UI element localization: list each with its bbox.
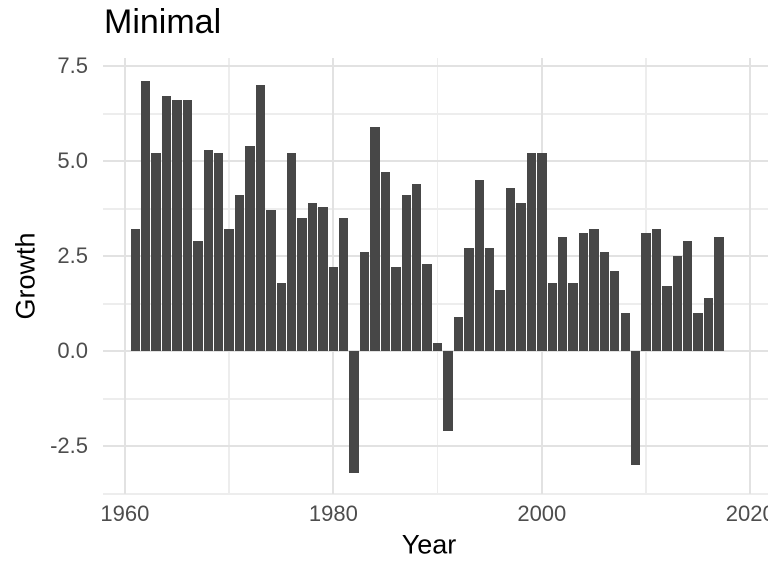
bar-1980 bbox=[328, 267, 339, 352]
gridline-y-minor bbox=[103, 398, 768, 400]
bar-2017 bbox=[714, 237, 724, 352]
y-tick-label: 7.5 bbox=[57, 52, 88, 78]
x-tick-label: 2000 bbox=[517, 501, 567, 526]
bar-1973 bbox=[255, 84, 266, 352]
bar-2001 bbox=[547, 282, 557, 352]
bar-1984 bbox=[370, 126, 380, 352]
bar-1993 bbox=[464, 248, 474, 352]
bar-2008 bbox=[620, 313, 630, 352]
gridline-y-major bbox=[103, 64, 768, 67]
bar-1992 bbox=[453, 316, 464, 352]
x-tick-label: 2020 bbox=[725, 501, 768, 526]
bar-1994 bbox=[474, 180, 484, 352]
bar-2010 bbox=[641, 233, 651, 352]
gridline-y-minor bbox=[103, 208, 768, 210]
bar-2002 bbox=[557, 237, 568, 352]
gridline-y-minor bbox=[103, 493, 768, 495]
bar-2013 bbox=[672, 256, 682, 352]
gridline-y-minor bbox=[103, 112, 768, 115]
gridline-y-minor bbox=[103, 303, 768, 305]
bar-1990 bbox=[432, 343, 443, 352]
gridline-y-major bbox=[103, 160, 768, 162]
bar-1986 bbox=[391, 267, 401, 352]
bar-2003 bbox=[568, 282, 578, 352]
bar-1963 bbox=[151, 153, 161, 352]
bar-1968 bbox=[203, 149, 213, 352]
y-tick-label: 2.5 bbox=[57, 243, 88, 269]
bar-1981 bbox=[339, 218, 349, 352]
bar-1979 bbox=[318, 206, 328, 352]
chart-title: Minimal bbox=[104, 3, 222, 41]
bar-1974 bbox=[266, 210, 276, 352]
bar-1982 bbox=[349, 351, 359, 473]
x-tick-label: 1960 bbox=[100, 501, 150, 526]
bar-1995 bbox=[485, 248, 495, 352]
bar-2004 bbox=[578, 233, 589, 352]
y-tick-label: 5.0 bbox=[57, 148, 88, 173]
x-tick-label: 1980 bbox=[308, 501, 358, 526]
bar-1988 bbox=[412, 183, 422, 352]
bar-1964 bbox=[161, 96, 172, 352]
bar-2016 bbox=[703, 297, 714, 352]
bar-1999 bbox=[526, 153, 537, 352]
y-tick-label: -2.5 bbox=[50, 433, 88, 459]
bar-1989 bbox=[422, 263, 432, 352]
bar-2012 bbox=[662, 286, 672, 352]
bar-1962 bbox=[141, 81, 151, 352]
bar-1997 bbox=[505, 187, 516, 352]
bar-2007 bbox=[610, 271, 620, 352]
bar-1970 bbox=[224, 229, 234, 352]
bar-1977 bbox=[297, 218, 307, 352]
bar-1976 bbox=[286, 153, 297, 352]
bar-1985 bbox=[380, 172, 391, 352]
bar-1991 bbox=[443, 351, 453, 431]
bar-1971 bbox=[234, 195, 245, 352]
bar-2014 bbox=[683, 240, 693, 352]
gridline-y-major bbox=[103, 255, 768, 258]
bar-2015 bbox=[693, 313, 703, 352]
bar-2009 bbox=[630, 351, 641, 466]
bar-1969 bbox=[213, 153, 224, 352]
gridline-x-minor bbox=[436, 58, 439, 494]
gridline-y-major bbox=[103, 350, 768, 353]
bar-1983 bbox=[359, 252, 370, 352]
bar-2000 bbox=[537, 153, 547, 352]
bar-1975 bbox=[276, 282, 286, 352]
bar-1987 bbox=[401, 195, 411, 352]
bar-2006 bbox=[599, 252, 610, 352]
bar-1998 bbox=[516, 202, 526, 352]
bar-1961 bbox=[130, 229, 140, 352]
plot-panel bbox=[103, 58, 768, 495]
bar-1966 bbox=[182, 100, 193, 352]
bar-1965 bbox=[172, 100, 182, 352]
bar-2011 bbox=[651, 229, 662, 352]
gridline-x-major bbox=[749, 58, 752, 494]
bar-1972 bbox=[245, 145, 255, 352]
bar-2005 bbox=[589, 229, 599, 352]
x-axis-title: Year bbox=[401, 529, 457, 560]
y-tick-label: 0.0 bbox=[57, 338, 88, 364]
bar-1978 bbox=[307, 202, 318, 352]
bar-1996 bbox=[495, 290, 505, 352]
gridline-y-major bbox=[103, 445, 768, 448]
gridline-x-major bbox=[123, 58, 126, 494]
bar-1967 bbox=[193, 240, 203, 352]
